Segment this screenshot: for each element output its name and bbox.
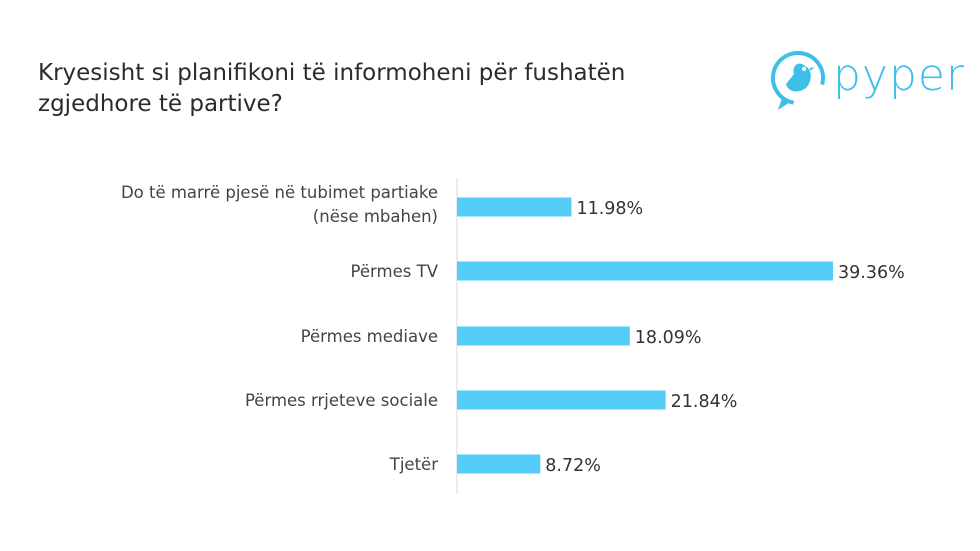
chart-title-line-1: Kryesisht si planifikoni të informoheni … bbox=[38, 60, 626, 86]
category-label: Përmes mediave bbox=[301, 327, 438, 346]
category-label: Do të marrë pjesë në tubimet partiake (në… bbox=[121, 183, 438, 226]
chart-title-line-2: zgjedhore të partive? bbox=[38, 91, 283, 117]
bar bbox=[457, 390, 666, 410]
data-label: 21.84% bbox=[671, 392, 738, 412]
logo-text: pyper bbox=[833, 50, 966, 101]
data-label: 11.98% bbox=[576, 199, 643, 219]
category-label: Përmes TV bbox=[351, 262, 439, 281]
data-label: 8.72% bbox=[545, 456, 601, 476]
chart-title: Kryesisht si planifikoni të informoheni … bbox=[38, 58, 738, 120]
bar bbox=[457, 326, 630, 346]
bird-icon bbox=[771, 51, 825, 110]
category-label: Përmes rrjeteve sociale bbox=[245, 391, 438, 410]
data-label: 18.09% bbox=[635, 328, 702, 348]
data-label: 39.36% bbox=[838, 263, 905, 283]
bar bbox=[457, 454, 541, 474]
pyper-logo: pyper bbox=[768, 46, 964, 116]
bar bbox=[457, 197, 572, 217]
bar bbox=[457, 261, 833, 281]
category-label: Tjetër bbox=[389, 455, 438, 474]
